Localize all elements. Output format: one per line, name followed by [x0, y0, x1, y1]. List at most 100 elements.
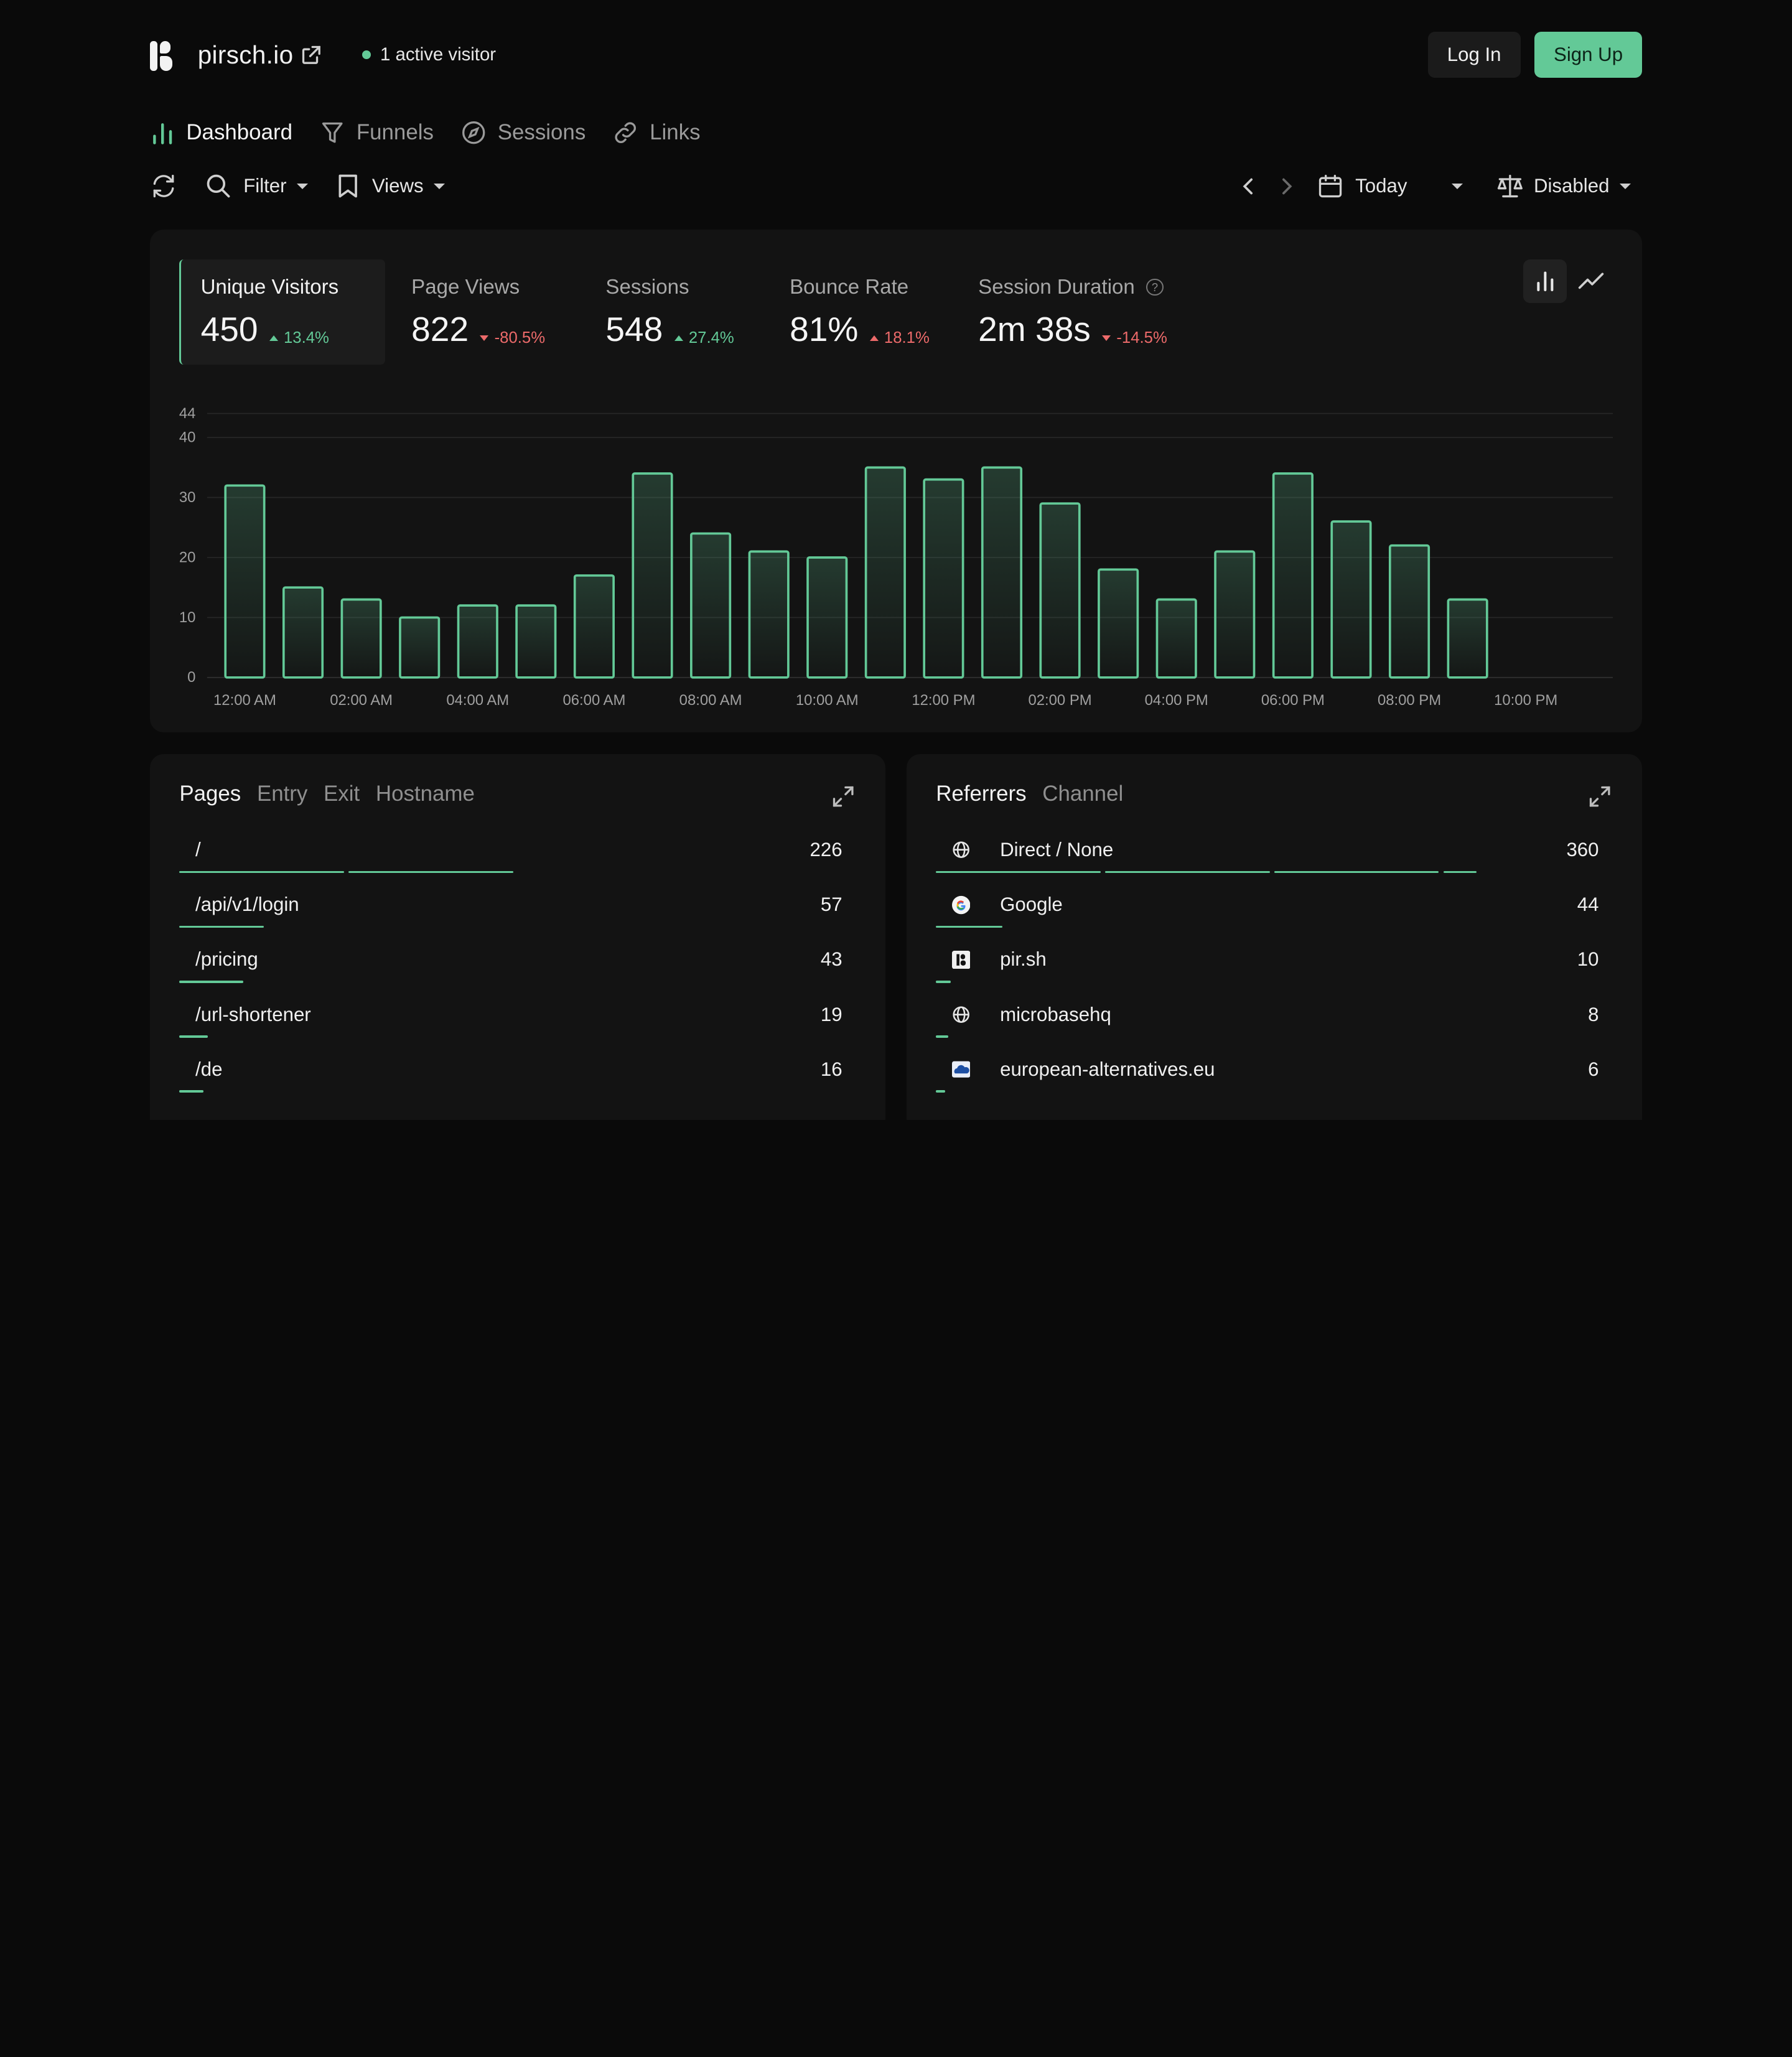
tab-links[interactable]: Links [613, 120, 701, 145]
site-name[interactable]: pirsch.io [197, 40, 294, 69]
calendar-icon [1318, 175, 1342, 198]
chart-bar [689, 532, 731, 679]
filter-label: Filter [243, 175, 287, 197]
panel-tab-channel[interactable]: Channel [1042, 781, 1124, 806]
next-period-icon[interactable] [1276, 176, 1296, 197]
metric-label-text: Page Views [411, 275, 520, 299]
visitors-chart: 0 10 20 30 40 44 12:00 AM 02:00 AM 04:00 AM 06:00… [179, 405, 1613, 709]
tab-funnels[interactable]: Funnels [320, 120, 434, 145]
list-item[interactable]: Direct / None 360 [936, 825, 1599, 880]
chevron-down-icon [1452, 183, 1463, 189]
panel-tab-entry[interactable]: Entry [256, 781, 308, 806]
tab-sessions[interactable]: Sessions [461, 120, 586, 145]
list-item[interactable]: pir.sh 10 [936, 935, 1599, 989]
refresh-icon[interactable] [150, 172, 177, 200]
metrics-row: Unique Visitors 450 13.4% Page Views 822 -80.… [179, 259, 1192, 365]
row-label: /url-shortener [195, 1004, 311, 1026]
metric-page-views[interactable]: Page Views 822 -80.5% [392, 259, 579, 365]
row-count: 44 [1577, 893, 1599, 916]
list-item[interactable]: /url-shortener 19 [179, 990, 842, 1045]
chart-bar [1097, 568, 1139, 679]
row-label: Direct / None [952, 839, 1113, 861]
expand-icon[interactable] [1587, 784, 1612, 814]
search-icon [207, 175, 230, 198]
tab-label: Links [650, 120, 701, 145]
list-item[interactable]: microbasehq 8 [936, 990, 1599, 1045]
chart-type-toggle [1523, 259, 1612, 303]
filter-button[interactable]: Filter [205, 172, 309, 200]
toolbar: Filter Views Today Disab [150, 167, 1643, 205]
metric-label-text: Bounce Rate [790, 275, 909, 299]
tab-label: Sessions [497, 120, 586, 145]
y-tick-label: 20 [179, 549, 196, 566]
metric-delta: 13.4% [269, 329, 329, 347]
row-label-text: pir.sh [1000, 948, 1047, 971]
list-item[interactable]: / 226 [179, 825, 842, 880]
stats-card: Unique Visitors 450 13.4% Page Views 822 -80.… [149, 230, 1643, 733]
metric-value: 548 [605, 310, 663, 349]
x-tick-label: 10:00 PM [1494, 692, 1557, 709]
arrow-up-icon [269, 335, 278, 342]
help-icon[interactable]: ? [1146, 278, 1164, 296]
login-button[interactable]: Log In [1427, 32, 1521, 78]
y-tick-label: 30 [179, 489, 196, 506]
row-label-text: european-alternatives.eu [1000, 1058, 1215, 1080]
metric-label: Bounce Rate [790, 276, 933, 299]
x-tick-label: 06:00 PM [1261, 692, 1324, 709]
row-count: 226 [810, 839, 842, 861]
live-dot-icon [362, 50, 371, 60]
pirsch-logo-icon[interactable] [149, 37, 175, 73]
period-select[interactable]: Today [1317, 172, 1463, 200]
metric-delta-text: 27.4% [688, 329, 734, 347]
arrow-up-icon [674, 335, 683, 342]
metric-bounce-rate[interactable]: Bounce Rate 81% 18.1% [770, 259, 952, 365]
metric-session-duration[interactable]: Session Duration? 2m 38s -14.5% [959, 259, 1185, 365]
list-item[interactable]: Google 44 [936, 880, 1599, 935]
panel-tab-hostname[interactable]: Hostname [375, 781, 475, 806]
signup-button[interactable]: Sign Up [1534, 32, 1643, 78]
arrow-down-icon [480, 335, 489, 341]
metric-sessions[interactable]: Sessions 548 27.4% [586, 259, 763, 365]
compare-select[interactable]: Disabled [1495, 172, 1631, 200]
tab-label: Dashboard [186, 120, 292, 145]
list-item[interactable]: european-alternatives.eu 6 [936, 1045, 1599, 1099]
views-button[interactable]: Views [335, 172, 446, 200]
expand-icon[interactable] [831, 784, 856, 814]
period-label: Today [1355, 175, 1407, 197]
x-tick-label: 08:00 AM [679, 692, 742, 709]
chart-bar [748, 550, 790, 679]
globe-icon [952, 1005, 970, 1024]
top-header: pirsch.io 1 active visitor Log In Sign U… [149, 32, 1643, 78]
row-label-text: /url-shortener [195, 1003, 311, 1025]
chart-bar [1330, 520, 1372, 679]
chart-bar [398, 616, 440, 679]
line-chart-toggle[interactable] [1569, 259, 1613, 303]
metric-unique-visitors[interactable]: Unique Visitors 450 13.4% [179, 259, 385, 365]
chart-bar [1447, 598, 1488, 679]
pages-list: / 226/api/v1/login 57/pricing 43/url-shorte… [179, 825, 842, 1099]
row-label: Google [951, 893, 1063, 916]
row-label-text: Direct / None [1000, 839, 1114, 861]
panel-tab-referrers[interactable]: Referrers [936, 781, 1027, 806]
pirsch-icon [951, 950, 971, 969]
chart-bar [340, 598, 382, 679]
previous-period-icon[interactable] [1239, 176, 1259, 197]
tab-dashboard[interactable]: Dashboard [150, 120, 292, 145]
row-count: 8 [1588, 1003, 1599, 1025]
external-link-icon[interactable] [300, 44, 323, 67]
brand: pirsch.io 1 active visitor [149, 37, 496, 73]
link-icon [615, 122, 637, 143]
panel-tab-pages[interactable]: Pages [179, 781, 241, 806]
chart-bar [573, 574, 615, 679]
x-tick-label: 10:00 AM [795, 692, 858, 709]
bar-chart-toggle[interactable] [1523, 259, 1567, 303]
list-item[interactable]: /de 16 [179, 1045, 842, 1099]
chevron-down-icon [297, 183, 309, 189]
row-count: 360 [1566, 839, 1599, 861]
list-item[interactable]: /api/v1/login 57 [179, 880, 842, 935]
x-tick-label: 02:00 PM [1028, 692, 1091, 709]
x-tick-label: 04:00 AM [446, 692, 509, 709]
list-item[interactable]: /pricing 43 [179, 935, 842, 989]
chart-bar [981, 466, 1022, 679]
panel-tab-exit[interactable]: Exit [324, 781, 360, 806]
